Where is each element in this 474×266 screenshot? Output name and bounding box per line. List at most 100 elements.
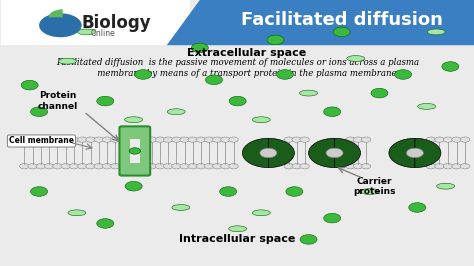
Circle shape bbox=[300, 137, 310, 142]
Circle shape bbox=[69, 164, 79, 169]
Circle shape bbox=[229, 164, 238, 169]
Circle shape bbox=[36, 164, 46, 169]
Circle shape bbox=[147, 164, 156, 169]
Circle shape bbox=[53, 137, 62, 142]
Circle shape bbox=[204, 137, 214, 142]
Circle shape bbox=[435, 137, 444, 142]
Circle shape bbox=[21, 80, 38, 90]
Ellipse shape bbox=[347, 56, 365, 61]
Ellipse shape bbox=[228, 226, 246, 232]
Ellipse shape bbox=[125, 117, 143, 123]
Text: Carrier
proteins: Carrier proteins bbox=[354, 177, 396, 196]
Circle shape bbox=[28, 164, 37, 169]
Ellipse shape bbox=[427, 29, 445, 35]
Ellipse shape bbox=[418, 103, 436, 109]
Circle shape bbox=[172, 137, 181, 142]
Circle shape bbox=[53, 164, 62, 169]
Circle shape bbox=[45, 164, 54, 169]
Circle shape bbox=[406, 148, 423, 158]
Circle shape bbox=[164, 137, 173, 142]
Circle shape bbox=[135, 70, 152, 79]
Circle shape bbox=[326, 148, 343, 158]
Circle shape bbox=[267, 35, 284, 45]
Circle shape bbox=[36, 137, 46, 142]
Circle shape bbox=[28, 137, 37, 142]
Circle shape bbox=[39, 13, 82, 37]
Circle shape bbox=[102, 137, 112, 142]
Circle shape bbox=[155, 137, 165, 142]
Ellipse shape bbox=[58, 58, 76, 64]
Circle shape bbox=[260, 148, 277, 158]
Circle shape bbox=[460, 137, 470, 142]
Circle shape bbox=[212, 137, 222, 142]
Polygon shape bbox=[167, 0, 474, 45]
Ellipse shape bbox=[361, 189, 379, 194]
Circle shape bbox=[147, 137, 156, 142]
Wedge shape bbox=[48, 9, 63, 17]
Circle shape bbox=[97, 96, 114, 106]
Circle shape bbox=[284, 164, 293, 169]
Circle shape bbox=[129, 148, 140, 154]
Bar bbox=[129, 139, 140, 163]
Circle shape bbox=[435, 164, 444, 169]
Text: Protein
channel: Protein channel bbox=[38, 92, 78, 111]
Wedge shape bbox=[415, 138, 441, 168]
Circle shape bbox=[19, 137, 29, 142]
Bar bbox=[1, 0, 191, 45]
Circle shape bbox=[276, 70, 293, 79]
Circle shape bbox=[346, 164, 355, 169]
Circle shape bbox=[155, 164, 165, 169]
Circle shape bbox=[61, 164, 71, 169]
Circle shape bbox=[286, 187, 303, 196]
Wedge shape bbox=[389, 138, 415, 168]
Circle shape bbox=[229, 96, 246, 106]
Circle shape bbox=[333, 27, 350, 37]
Circle shape bbox=[94, 137, 103, 142]
Ellipse shape bbox=[252, 210, 270, 216]
Circle shape bbox=[180, 137, 189, 142]
Text: Facilitated diffusion: Facilitated diffusion bbox=[241, 11, 443, 29]
Circle shape bbox=[31, 107, 47, 117]
Text: Intracellular space: Intracellular space bbox=[180, 234, 296, 244]
Circle shape bbox=[354, 164, 363, 169]
Circle shape bbox=[324, 213, 341, 223]
Circle shape bbox=[426, 164, 436, 169]
Wedge shape bbox=[335, 138, 361, 168]
Text: Facilitated diffusion  is the passive movement of molecules or ions across a pla: Facilitated diffusion is the passive mov… bbox=[56, 58, 419, 77]
Circle shape bbox=[409, 203, 426, 212]
Circle shape bbox=[292, 164, 301, 169]
Circle shape bbox=[443, 164, 453, 169]
Ellipse shape bbox=[167, 109, 185, 115]
Circle shape bbox=[452, 137, 461, 142]
Wedge shape bbox=[242, 138, 268, 168]
Circle shape bbox=[196, 137, 206, 142]
Circle shape bbox=[221, 137, 230, 142]
Circle shape bbox=[443, 137, 453, 142]
Circle shape bbox=[284, 137, 293, 142]
Circle shape bbox=[300, 235, 317, 244]
Circle shape bbox=[206, 75, 222, 85]
Circle shape bbox=[229, 137, 238, 142]
Circle shape bbox=[426, 137, 436, 142]
Circle shape bbox=[45, 137, 54, 142]
Circle shape bbox=[19, 164, 29, 169]
Circle shape bbox=[78, 164, 87, 169]
Circle shape bbox=[221, 164, 230, 169]
Text: Biology: Biology bbox=[82, 14, 151, 32]
Circle shape bbox=[97, 219, 114, 228]
Circle shape bbox=[110, 164, 120, 169]
Circle shape bbox=[300, 164, 310, 169]
Wedge shape bbox=[309, 138, 335, 168]
Circle shape bbox=[442, 62, 459, 71]
Circle shape bbox=[180, 164, 189, 169]
Circle shape bbox=[452, 164, 461, 169]
Circle shape bbox=[346, 137, 355, 142]
Circle shape bbox=[188, 164, 198, 169]
Circle shape bbox=[361, 164, 371, 169]
Circle shape bbox=[394, 70, 411, 79]
Circle shape bbox=[219, 187, 237, 196]
Circle shape bbox=[110, 137, 120, 142]
Circle shape bbox=[125, 181, 142, 191]
Ellipse shape bbox=[172, 205, 190, 210]
FancyBboxPatch shape bbox=[119, 126, 150, 176]
